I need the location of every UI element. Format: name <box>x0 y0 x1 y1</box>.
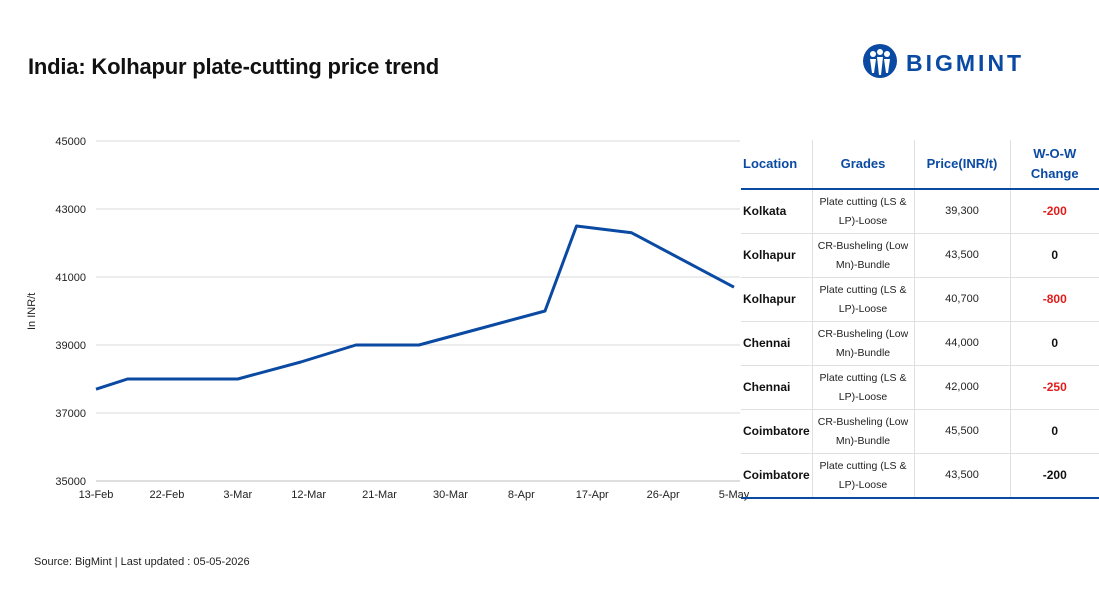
chart-gridlines <box>96 140 740 482</box>
table-row: Coimbatore Plate cutting (LS & LP)-Loose 4… <box>741 453 1099 499</box>
series-line-kolhapur-plate-cutting <box>95 224 735 391</box>
cell-wow-change: -200 <box>1009 189 1099 234</box>
header-location: Location <box>741 140 812 190</box>
price-table: Location Grades Price(INR/t) W-O-W Chang… <box>741 140 1099 499</box>
cell-grade: Plate cutting (LS & LP)-Loose <box>811 189 914 234</box>
y-tick-label: 45000 <box>55 136 86 148</box>
header-wow-change: W-O-W Change <box>1009 140 1099 190</box>
y-tick-label: 35000 <box>55 476 86 488</box>
cell-wow-change: -250 <box>1009 365 1099 410</box>
source-note: Source: BigMint | Last updated : 05-05-2… <box>34 556 250 568</box>
cell-grade: CR-Busheling (Low Mn)-Bundle <box>811 233 914 278</box>
cell-price: 39,300 <box>913 189 1010 234</box>
cell-grade: Plate cutting (LS & LP)-Loose <box>811 453 914 499</box>
cell-grade: CR-Busheling (Low Mn)-Bundle <box>811 321 914 366</box>
brand-logo: BIGMINT <box>860 41 1060 81</box>
page-title: India: Kolhapur plate-cutting price tren… <box>28 54 440 79</box>
table-row: Kolhapur Plate cutting (LS & LP)-Loose 40,… <box>741 277 1099 322</box>
cell-location: Kolhapur <box>741 277 812 322</box>
table-header-row: Location Grades Price(INR/t) W-O-W Chang… <box>741 140 1099 190</box>
x-tick-label: 30-Mar <box>433 489 468 501</box>
cell-wow-change: 0 <box>1009 233 1099 278</box>
x-tick-label: 13-Feb <box>79 489 114 501</box>
cell-price: 40,700 <box>913 277 1010 322</box>
x-tick-label: 3-Mar <box>223 489 252 501</box>
cell-price: 44,000 <box>913 321 1010 366</box>
table-row: Chennai CR-Busheling (Low Mn)-Bundle 44,00… <box>741 321 1099 366</box>
cell-wow-change: -800 <box>1009 277 1099 322</box>
cell-wow-change: 0 <box>1009 321 1099 366</box>
y-tick-label: 37000 <box>55 408 86 420</box>
price-trend-chart: 35000 37000 39000 41000 43000 45000 13-Feb 22-… <box>55 136 750 501</box>
table-row: Kolkata Plate cutting (LS & LP)-Loose 39,3… <box>741 189 1099 234</box>
cell-location: Coimbatore <box>741 409 812 454</box>
x-tick-label: 17-Apr <box>576 489 609 501</box>
table-row: Coimbatore CR-Busheling (Low Mn)-Bundle 45… <box>741 409 1099 454</box>
bigmint-people-logo-icon <box>863 44 897 78</box>
cell-price: 45,500 <box>913 409 1010 454</box>
cell-grade: Plate cutting (LS & LP)-Loose <box>811 365 914 410</box>
x-tick-label: 21-Mar <box>362 489 397 501</box>
x-tick-label: 8-Apr <box>508 489 535 501</box>
table-row: Kolhapur CR-Busheling (Low Mn)-Bundle 43,5… <box>741 233 1099 278</box>
y-tick-label: 41000 <box>55 272 86 284</box>
cell-grade: Plate cutting (LS & LP)-Loose <box>811 277 914 322</box>
cell-location: Kolkata <box>741 189 812 234</box>
cell-price: 43,500 <box>913 453 1010 499</box>
cell-location: Kolhapur <box>741 233 812 278</box>
cell-price: 42,000 <box>913 365 1010 410</box>
x-tick-label: 12-Mar <box>291 489 326 501</box>
cell-location: Chennai <box>741 365 812 410</box>
cell-wow-change: 0 <box>1009 409 1099 454</box>
header-grades: Grades <box>811 140 914 190</box>
y-tick-label: 43000 <box>55 204 86 216</box>
table-row: Chennai Plate cutting (LS & LP)-Loose 42,0… <box>741 365 1099 410</box>
cell-location: Coimbatore <box>741 453 812 499</box>
cell-grade: CR-Busheling (Low Mn)-Bundle <box>811 409 914 454</box>
cell-location: Chennai <box>741 321 812 366</box>
y-tick-label: 39000 <box>55 340 86 352</box>
cell-wow-change: -200 <box>1009 453 1099 499</box>
header-price: Price(INR/t) <box>913 140 1010 190</box>
cell-price: 43,500 <box>913 233 1010 278</box>
x-tick-label: 26-Apr <box>647 489 680 501</box>
x-tick-labels: 13-Feb 22-Feb 3-Mar 12-Mar 21-Mar 30-Mar 8-Apr… <box>79 489 750 501</box>
y-tick-labels: 35000 37000 39000 41000 43000 45000 <box>55 136 86 488</box>
x-tick-label: 22-Feb <box>149 489 184 501</box>
logo-text: BIGMINT <box>906 50 1025 76</box>
